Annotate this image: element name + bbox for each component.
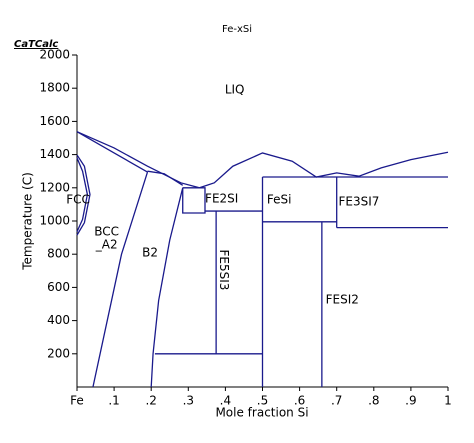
phase-boundary: [92, 171, 149, 388]
phase-label: BCC: [94, 224, 119, 238]
y-tick-label: 1200: [39, 180, 70, 194]
x-tick-label: .2: [145, 394, 156, 408]
x-tick-label: 1: [444, 394, 452, 408]
x-tick-label: .3: [183, 394, 194, 408]
x-tick-label: .7: [331, 394, 342, 408]
phase-boundary: [76, 131, 449, 189]
y-tick-label: 200: [47, 346, 70, 360]
y-axis-label: Temperature (C): [21, 172, 35, 271]
phase-label: LIQ: [225, 82, 245, 96]
phase-label: FESI2: [326, 293, 359, 307]
phase-boundary: [182, 187, 206, 214]
y-tick-label: 400: [47, 313, 70, 327]
phase-boundary: [147, 170, 184, 186]
logo: CaTCalc: [14, 39, 58, 50]
x-axis-label: Mole fraction Si: [215, 406, 308, 420]
phase-label: FeSi: [267, 192, 292, 206]
x-tick-label: Fe: [70, 394, 84, 408]
phase-boundary: [76, 131, 148, 173]
chart-title: Fe-xSi: [222, 24, 252, 35]
y-tick-label: 1600: [39, 114, 70, 128]
phase-label: FE5SI3: [217, 250, 231, 291]
y-tick-label: 1000: [39, 214, 70, 228]
x-tick-label: .6: [294, 394, 305, 408]
phase-boundary: [150, 187, 184, 388]
phase-boundary: [76, 154, 91, 236]
phase-label: FCC: [66, 192, 90, 206]
phase-boundary: [76, 157, 89, 233]
phase-label: B2: [142, 246, 158, 260]
y-tick-label: 600: [47, 280, 70, 294]
y-tick-label: 1400: [39, 147, 70, 161]
y-tick-label: 1800: [39, 81, 70, 95]
phase-label: FE3SI7: [338, 194, 379, 208]
x-tick-label: .8: [368, 394, 379, 408]
y-tick-label: 800: [47, 247, 70, 261]
x-tick-label: .1: [108, 394, 119, 408]
y-tick-label: 2000: [39, 48, 70, 62]
phase-label: FE2SI: [205, 191, 238, 205]
x-tick-label: .4: [220, 394, 231, 408]
phase-label: _A2: [95, 238, 118, 252]
x-tick-label: .9: [405, 394, 416, 408]
x-tick-label: .5: [257, 394, 268, 408]
